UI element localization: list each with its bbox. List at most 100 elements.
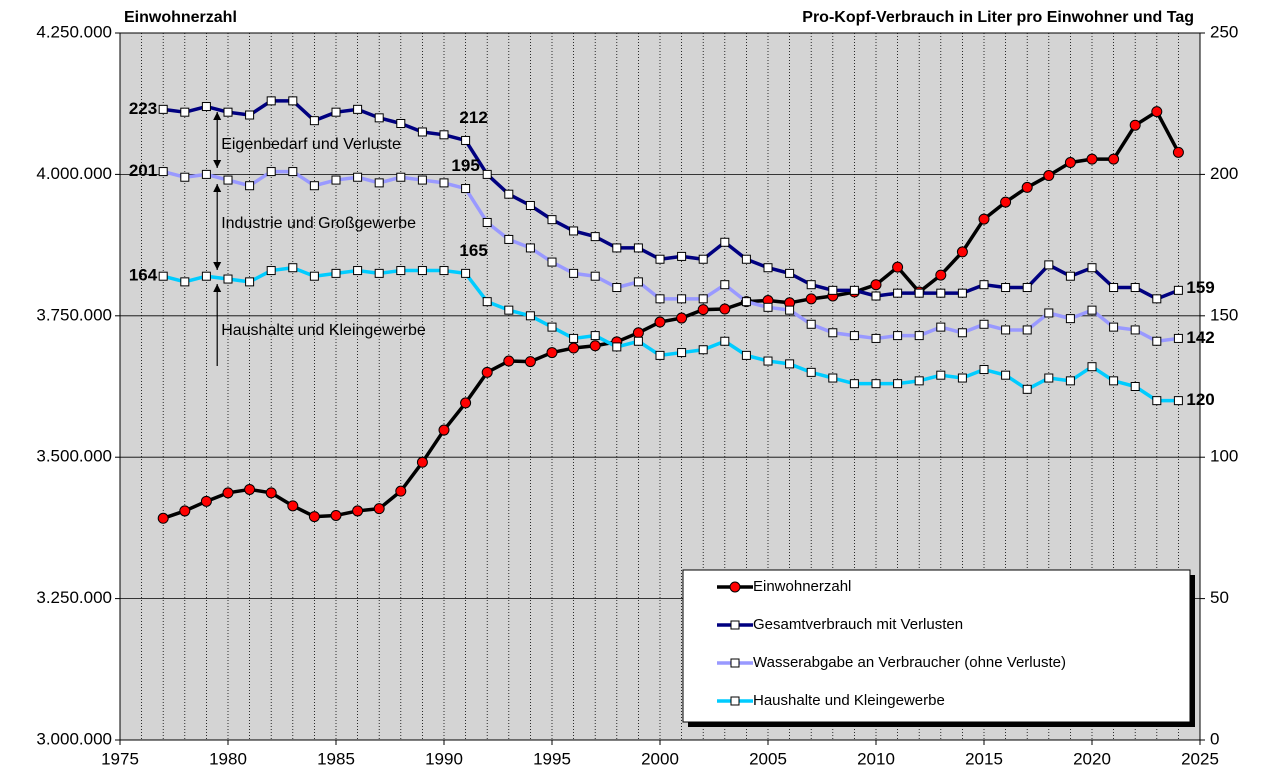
marker [849, 285, 859, 295]
marker [353, 266, 363, 276]
marker [309, 116, 319, 126]
marker [223, 107, 233, 117]
marker [698, 345, 708, 355]
marker [590, 232, 600, 242]
marker [330, 509, 342, 521]
legend-marker [730, 696, 740, 706]
x-tick-label: 2010 [857, 749, 895, 768]
marker [417, 266, 427, 276]
marker [158, 104, 168, 114]
legend-label: Wasserabgabe an Verbraucher (ohne Verlus… [753, 654, 1066, 671]
y2-tick-label: 250 [1210, 22, 1238, 41]
marker [720, 336, 730, 346]
marker [482, 169, 492, 179]
marker [504, 189, 514, 199]
marker [395, 485, 407, 497]
marker [1001, 283, 1011, 293]
marker [956, 246, 968, 258]
y-tick-label: 3.750.000 [36, 305, 112, 324]
marker [374, 178, 384, 188]
marker [525, 311, 535, 321]
y2-tick-label: 200 [1210, 164, 1238, 183]
y2-tick-label: 100 [1210, 447, 1238, 466]
marker [677, 294, 687, 304]
marker [806, 319, 816, 329]
marker [871, 333, 881, 343]
marker [331, 175, 341, 185]
annotation: Eigenbedarf und Verluste [221, 136, 401, 153]
marker [785, 268, 795, 278]
marker [1065, 314, 1075, 324]
x-tick-label: 1985 [317, 749, 355, 768]
marker [158, 271, 168, 281]
marker [1109, 322, 1119, 332]
marker [223, 175, 233, 185]
marker [893, 288, 903, 298]
arrow-head [213, 284, 222, 292]
marker [697, 304, 709, 316]
marker [200, 495, 212, 507]
marker [805, 293, 817, 305]
marker [504, 305, 514, 315]
y-tick-label: 3.500.000 [36, 447, 112, 466]
marker [244, 483, 256, 495]
marker [785, 359, 795, 369]
marker [698, 254, 708, 264]
marker [1043, 170, 1055, 182]
marker [978, 213, 990, 225]
value-label: 159 [1186, 278, 1214, 297]
marker [309, 181, 319, 191]
marker [655, 350, 665, 360]
marker [265, 487, 277, 499]
marker [569, 226, 579, 236]
marker [308, 511, 320, 523]
marker [936, 322, 946, 332]
marker [201, 102, 211, 112]
marker [460, 397, 472, 409]
marker [396, 266, 406, 276]
marker [676, 312, 688, 324]
marker [612, 342, 622, 352]
marker [1172, 146, 1184, 158]
y2-tick-label: 150 [1210, 305, 1238, 324]
marker [461, 184, 471, 194]
marker [245, 181, 255, 191]
y2-tick-label: 50 [1210, 588, 1229, 607]
marker [524, 356, 536, 368]
marker [936, 370, 946, 380]
marker [763, 356, 773, 366]
arrow-head [213, 112, 222, 120]
marker [569, 333, 579, 343]
marker [374, 113, 384, 123]
marker [589, 340, 601, 352]
marker [180, 277, 190, 287]
marker [482, 297, 492, 307]
marker [201, 271, 211, 281]
marker [417, 127, 427, 137]
value-label: 201 [129, 161, 157, 180]
marker [1001, 370, 1011, 380]
marker [546, 347, 558, 359]
marker [482, 217, 492, 227]
marker [893, 379, 903, 389]
marker [892, 261, 904, 273]
marker [158, 167, 168, 177]
x-tick-label: 1980 [209, 749, 247, 768]
marker [698, 294, 708, 304]
marker [1130, 325, 1140, 335]
y2-axis-title: Pro-Kopf-Verbrauch in Liter pro Einwohne… [802, 9, 1194, 26]
marker [180, 172, 190, 182]
x-tick-label: 2025 [1181, 749, 1219, 768]
marker [654, 316, 666, 328]
marker [871, 379, 881, 389]
marker [179, 505, 191, 517]
marker [935, 269, 947, 281]
marker [677, 348, 687, 358]
marker [979, 319, 989, 329]
marker [590, 271, 600, 281]
marker [785, 305, 795, 315]
marker [655, 294, 665, 304]
legend-marker [729, 581, 741, 593]
marker [245, 277, 255, 287]
marker [396, 172, 406, 182]
